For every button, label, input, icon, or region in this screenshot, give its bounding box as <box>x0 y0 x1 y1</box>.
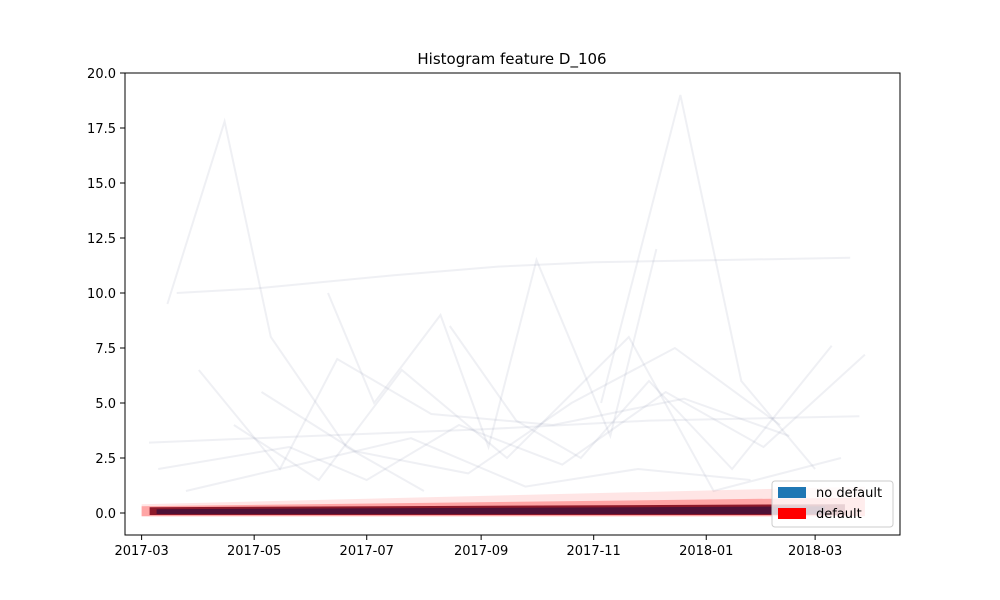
traces-layer <box>148 94 866 493</box>
x-tick-label-0: 2017-03 <box>114 544 168 559</box>
dense-band-layer <box>141 486 865 517</box>
y-tick-label-7: 17.5 <box>87 122 116 137</box>
no-default-band-core <box>156 506 825 514</box>
trace-line-10 <box>185 437 751 492</box>
trace-line-6 <box>148 415 860 444</box>
trace-line-4 <box>448 325 833 471</box>
y-tick-label-8: 20.0 <box>87 67 116 82</box>
x-tick-label-3: 2017-09 <box>454 544 508 559</box>
y-tick-label-1: 2.5 <box>95 452 116 467</box>
trace-line-1 <box>600 94 816 470</box>
trace-line-3 <box>327 248 658 451</box>
y-tick-label-6: 15.0 <box>87 177 116 192</box>
x-tick-label-5: 2018-01 <box>679 544 733 559</box>
y-tick-label-2: 5.0 <box>95 397 116 412</box>
y-tick-label-3: 7.5 <box>95 342 116 357</box>
trace-line-0 <box>166 117 425 492</box>
x-tick-label-2: 2017-07 <box>340 544 394 559</box>
legend-swatch-no-default <box>778 487 806 498</box>
x-tick-label-1: 2017-05 <box>227 544 281 559</box>
y-tick-label-4: 10.0 <box>87 287 116 302</box>
y-axis: 0.0 2.5 5.0 7.5 10.0 12.5 15.0 17.5 20.0 <box>87 67 125 522</box>
x-tick-label-6: 2018-03 <box>788 544 842 559</box>
trace-line-9 <box>260 346 781 475</box>
trace-line-8 <box>158 353 866 482</box>
trace-line-7 <box>233 335 842 493</box>
trace-line-5 <box>198 357 790 471</box>
y-tick-label-5: 12.5 <box>87 232 116 247</box>
x-axis: 2017-03 2017-05 2017-07 2017-09 2017-11 2018-… <box>114 535 842 559</box>
trace-line-2 <box>176 256 851 294</box>
legend-swatch-default <box>778 508 806 519</box>
y-tick-label-0: 0.0 <box>95 507 116 522</box>
legend-label-no-default: no default <box>816 486 882 501</box>
plot-area-frame <box>124 72 901 536</box>
x-tick-label-4: 2017-11 <box>567 544 621 559</box>
legend-label-default: default <box>816 507 862 522</box>
legend: no default default <box>771 480 894 528</box>
chart-title: Histogram feature D_106 <box>417 50 606 69</box>
